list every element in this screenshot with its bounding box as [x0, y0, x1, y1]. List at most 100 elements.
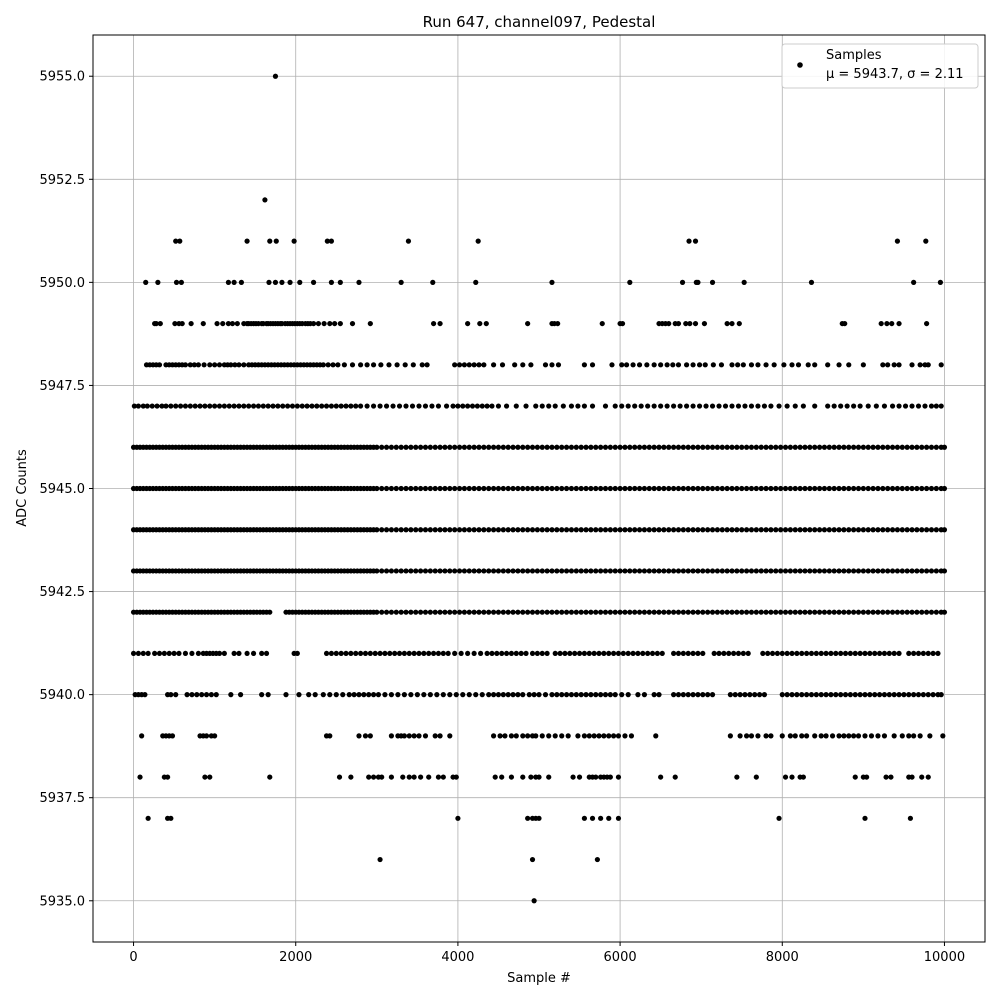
data-point [741, 279, 747, 285]
data-point [536, 815, 542, 821]
data-point [490, 444, 497, 450]
data-point [528, 362, 534, 368]
data-point [221, 650, 227, 657]
data-point [194, 692, 200, 698]
data-point [729, 444, 735, 450]
data-point [656, 527, 662, 533]
data-point [609, 362, 615, 368]
data-point [765, 650, 771, 657]
data-point [852, 692, 858, 698]
data-point [437, 485, 443, 492]
data-point [857, 650, 863, 657]
data-point [430, 650, 437, 657]
data-point [661, 444, 667, 450]
data-point [408, 485, 414, 492]
data-point [413, 485, 419, 492]
data-point [724, 485, 730, 492]
data-point [865, 485, 871, 492]
data-point [881, 692, 888, 698]
data-point [705, 609, 711, 615]
data-point [200, 320, 206, 327]
data-point [919, 527, 925, 533]
data-point [546, 403, 552, 409]
data-point [374, 444, 380, 450]
data-point [724, 320, 730, 327]
data-point [432, 485, 438, 492]
data-point [797, 568, 803, 574]
data-point [593, 609, 599, 615]
data-point [743, 733, 750, 739]
data-point [403, 444, 409, 450]
y-tick-label: 5950.0 [40, 276, 86, 291]
data-point [573, 485, 579, 492]
data-point [695, 609, 701, 615]
data-point [709, 609, 716, 615]
data-point [911, 279, 917, 285]
data-point [542, 362, 549, 368]
data-point [619, 692, 625, 698]
data-point [602, 568, 609, 574]
data-point [891, 733, 897, 739]
data-point [481, 609, 487, 615]
data-point [593, 568, 599, 574]
data-point [533, 403, 539, 409]
data-point [202, 774, 208, 780]
data-point [337, 320, 343, 327]
data-point [581, 650, 588, 657]
data-point [515, 444, 521, 450]
data-point [925, 692, 931, 698]
data-point [847, 692, 853, 698]
data-point [383, 403, 390, 409]
data-point [460, 692, 466, 698]
data-point [690, 527, 696, 533]
data-point [225, 279, 232, 285]
data-point [666, 485, 672, 492]
data-point [645, 403, 651, 409]
data-point [231, 279, 237, 285]
data-point [471, 650, 477, 657]
data-point [933, 403, 939, 409]
data-point [758, 568, 764, 574]
data-point [807, 609, 813, 615]
data-point [536, 692, 542, 698]
data-point [906, 650, 912, 657]
data-point [283, 692, 289, 698]
data-point [695, 485, 701, 492]
data-point [510, 692, 516, 698]
data-point [805, 362, 811, 368]
data-point [471, 609, 477, 615]
data-point [938, 692, 944, 698]
data-point [456, 527, 463, 533]
data-point [525, 609, 531, 615]
data-point [486, 692, 492, 698]
data-point [797, 444, 803, 450]
data-point [885, 485, 891, 492]
data-point [800, 403, 806, 409]
data-point [873, 403, 879, 409]
data-point [802, 485, 808, 492]
data-point [573, 527, 579, 533]
data-point [627, 485, 633, 492]
data-point [411, 650, 417, 657]
data-point [552, 650, 558, 657]
data-point [465, 320, 471, 327]
data-point [716, 650, 722, 657]
data-point [383, 568, 390, 574]
data-point [525, 485, 531, 492]
data-point [497, 733, 503, 739]
data-point [414, 692, 420, 698]
data-point [484, 403, 490, 409]
data-point [370, 774, 377, 780]
data-point [632, 568, 638, 574]
data-point [865, 568, 871, 574]
data-point [782, 527, 789, 533]
data-point [666, 609, 672, 615]
data-point [627, 444, 633, 450]
data-point [865, 403, 871, 409]
data-point [484, 650, 490, 657]
data-point [374, 609, 380, 615]
data-point [383, 527, 390, 533]
data-point [469, 403, 476, 409]
data-point [568, 692, 575, 698]
data-point [638, 403, 644, 409]
